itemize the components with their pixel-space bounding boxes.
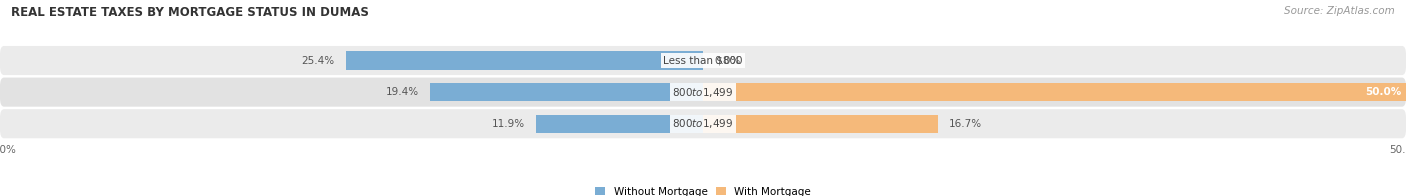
Text: Less than $800: Less than $800	[664, 55, 742, 65]
Text: 16.7%: 16.7%	[949, 119, 983, 129]
Text: 19.4%: 19.4%	[385, 87, 419, 97]
Bar	[346, 51, 703, 70]
Text: 11.9%: 11.9%	[491, 119, 524, 129]
Text: 50.0%: 50.0%	[1365, 87, 1402, 97]
Text: $800 to $1,499: $800 to $1,499	[672, 117, 734, 130]
Text: Source: ZipAtlas.com: Source: ZipAtlas.com	[1284, 6, 1395, 16]
FancyBboxPatch shape	[0, 109, 1406, 138]
Text: 0.0%: 0.0%	[714, 55, 741, 65]
Text: 25.4%: 25.4%	[301, 55, 335, 65]
Bar	[703, 115, 938, 133]
Text: REAL ESTATE TAXES BY MORTGAGE STATUS IN DUMAS: REAL ESTATE TAXES BY MORTGAGE STATUS IN …	[11, 6, 370, 19]
Bar	[703, 83, 1406, 101]
Bar	[536, 115, 703, 133]
Bar	[430, 83, 703, 101]
Legend: Without Mortgage, With Mortgage: Without Mortgage, With Mortgage	[595, 187, 811, 196]
FancyBboxPatch shape	[0, 78, 1406, 107]
FancyBboxPatch shape	[0, 46, 1406, 75]
Text: $800 to $1,499: $800 to $1,499	[672, 86, 734, 99]
